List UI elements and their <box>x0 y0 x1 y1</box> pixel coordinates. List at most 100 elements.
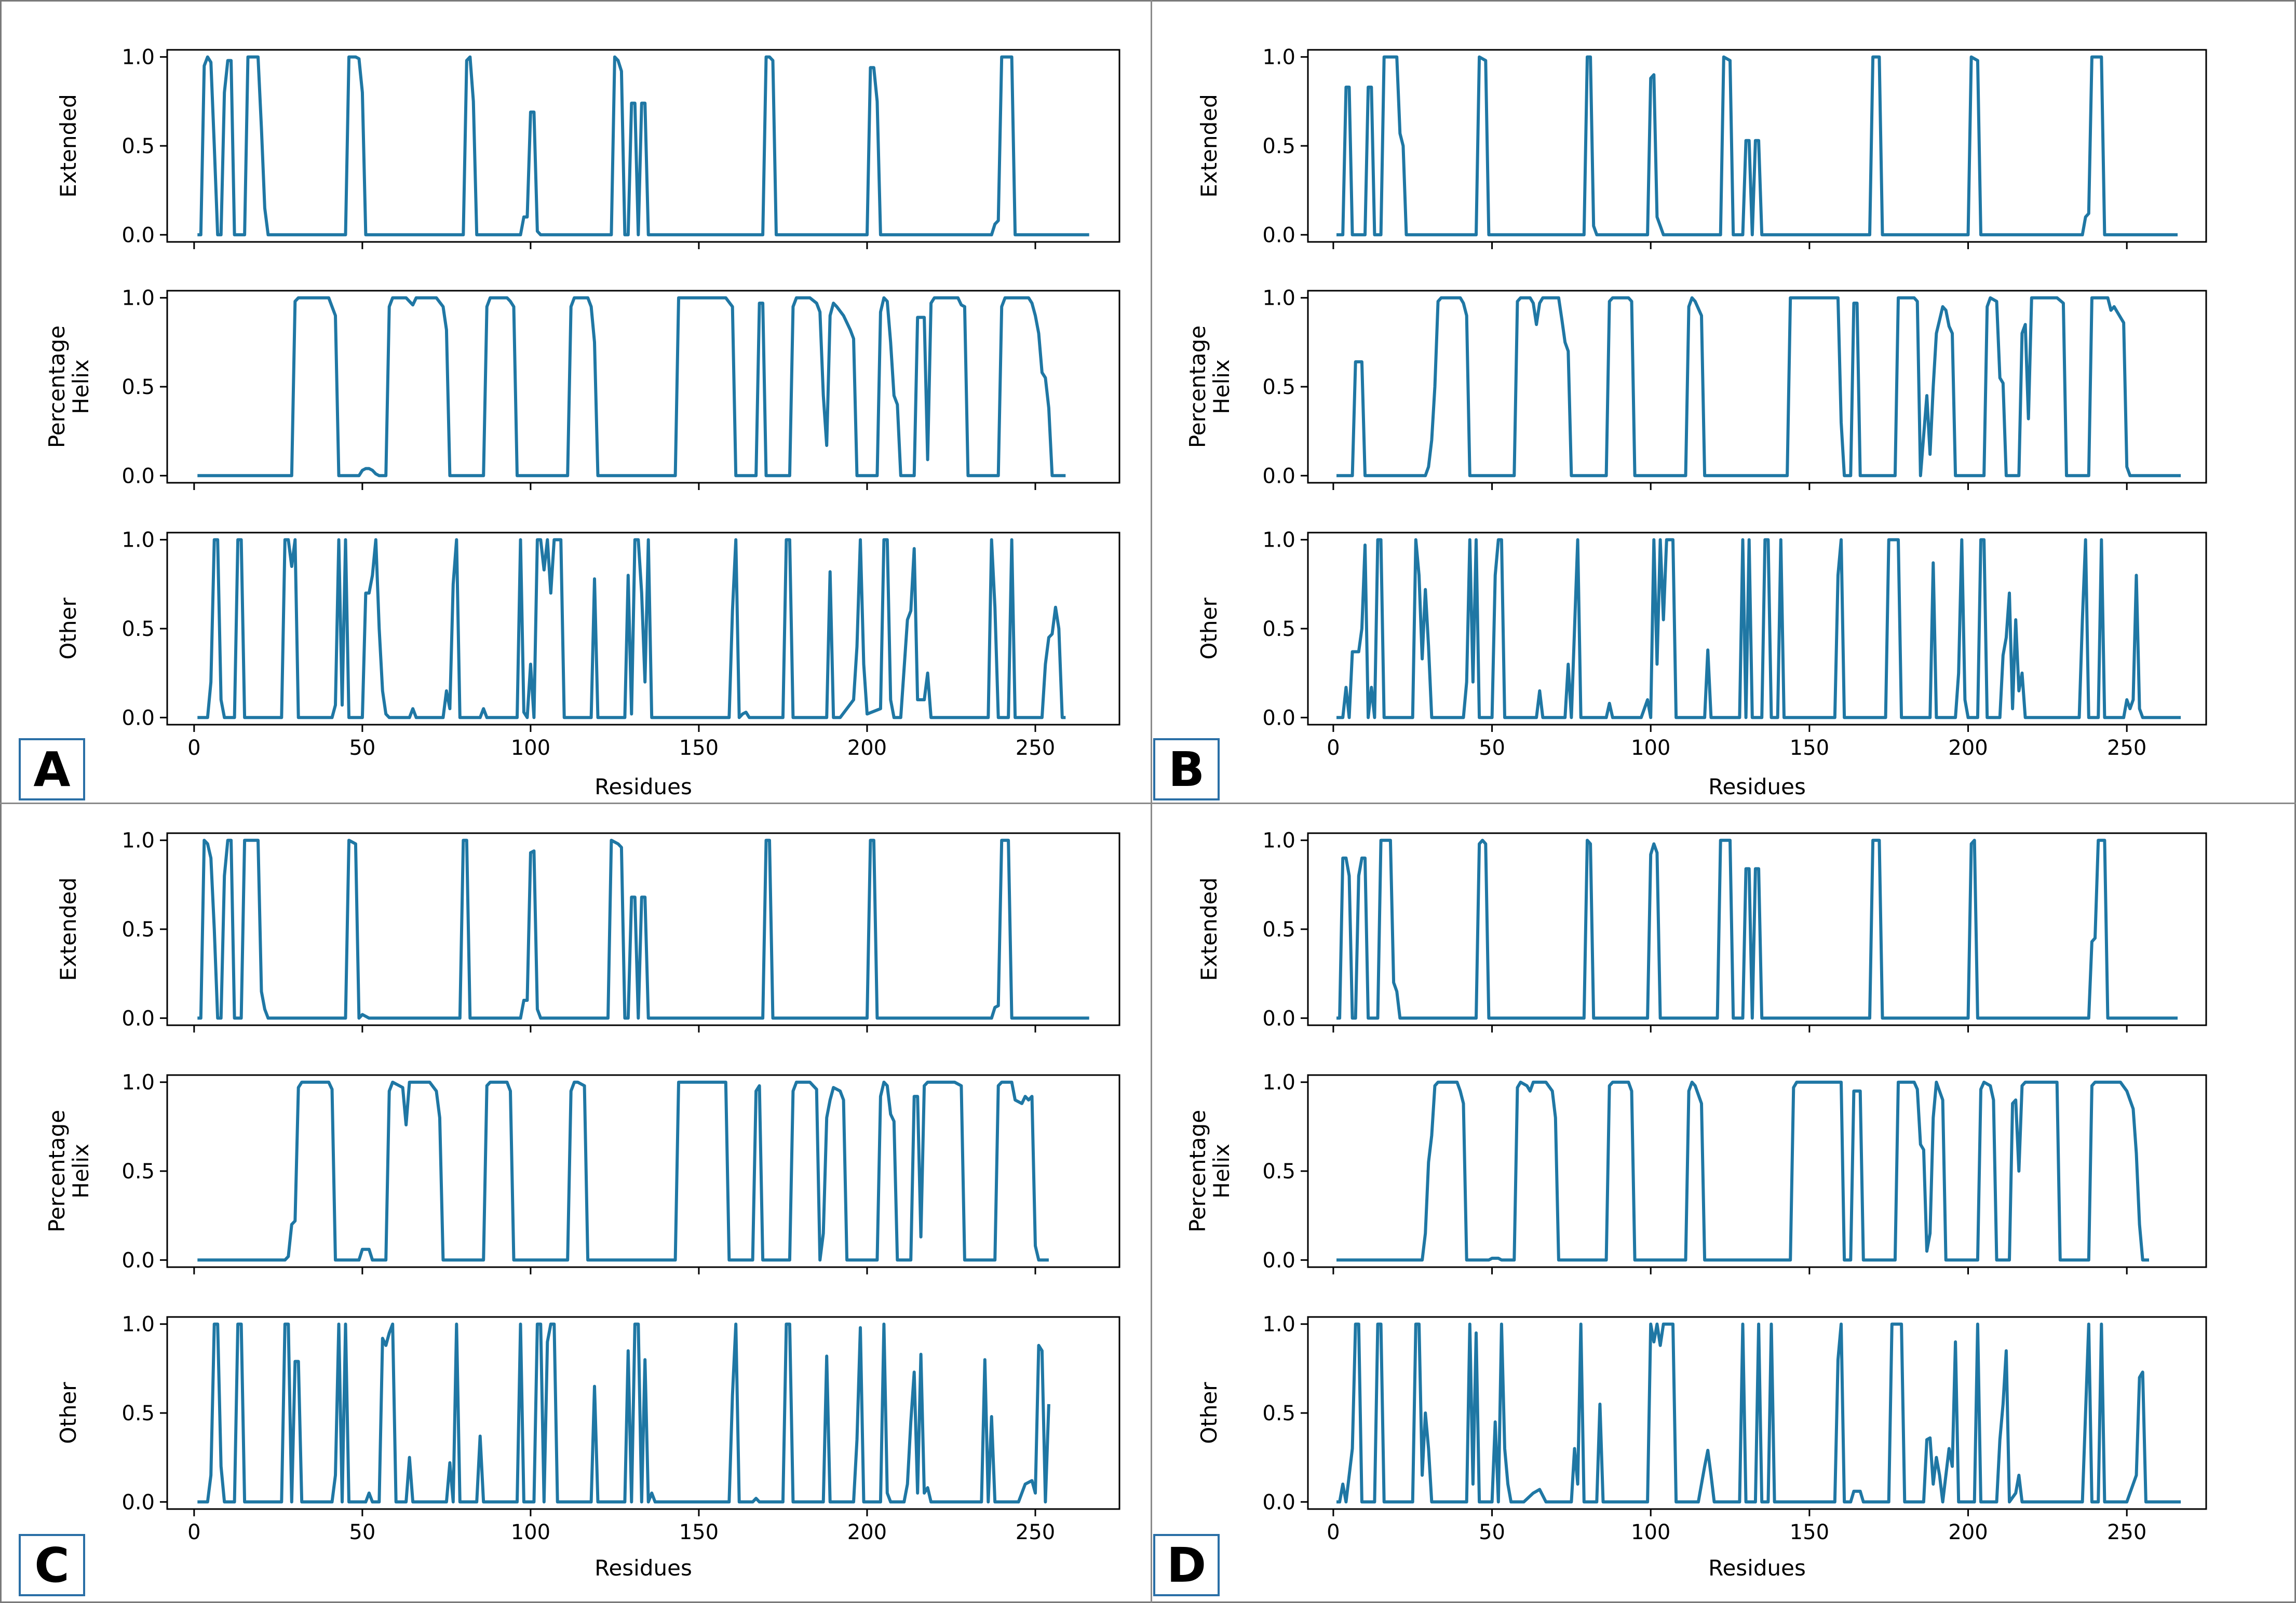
y-tick-label: 0.0 <box>1262 1248 1295 1272</box>
panel-c: 0.0 0.5 1.0 Extended 0.0 0.5 1.0 PercentageHeli… <box>0 804 1151 1603</box>
panel-c-subplot-1: 0.0 0.5 1.0 Extended <box>56 829 1120 1033</box>
y-tick-label: 1.0 <box>121 528 155 552</box>
y-tick-label: 0.0 <box>1262 1007 1295 1030</box>
y-tick-label: 0.5 <box>121 1402 155 1425</box>
x-tick-label: 100 <box>1631 736 1670 760</box>
panel-label-c: C <box>19 1534 85 1596</box>
y-tick-label: 0.0 <box>121 1490 155 1514</box>
x-tick-label: 250 <box>1016 1520 1055 1544</box>
y-tick-label: 1.0 <box>1262 1071 1295 1095</box>
panel-c-subplot-2: 0.0 0.5 1.0 PercentageHelix <box>44 1071 1120 1274</box>
y-tick-label: 1.0 <box>1262 1313 1295 1337</box>
series-line-other <box>197 1322 1050 1504</box>
panel-b-subplot-1: 0.0 0.5 1.0 Extended <box>1196 46 2207 249</box>
panel-c-plot: 0.0 0.5 1.0 Extended 0.0 0.5 1.0 PercentageHeli… <box>44 829 1120 1581</box>
y-axis-title: Extended <box>56 877 81 981</box>
y-tick-label: 0.5 <box>1262 918 1295 942</box>
panel-a-subplot-3: 0.0 0.5 1.0 0 50 100 150 200 250 Other <box>56 528 1120 760</box>
x-axis-title: Residues <box>595 1555 692 1581</box>
series-line-other <box>1336 1322 2181 1504</box>
panel-label-c-text: C <box>34 1537 70 1593</box>
x-tick-label: 200 <box>1948 1520 1988 1544</box>
x-axis-title: Residues <box>1708 1555 1806 1581</box>
x-tick-label: 150 <box>1790 736 1829 760</box>
panel-a-subplot-2: 0.0 0.5 1.0 PercentageHelix <box>44 287 1120 490</box>
axes-frame <box>1307 832 2207 1026</box>
axes-frame <box>166 1074 1120 1268</box>
series-line-extended <box>197 838 1089 1020</box>
y-axis-title: Extended <box>1196 877 1222 981</box>
series-line-percentage-helix <box>1336 296 2181 478</box>
panel-label-a: A <box>19 738 85 800</box>
y-tick-label: 0.5 <box>121 918 155 942</box>
panel-b-subplot-3: 0.0 0.5 1.0 0 50 100 150 200 250 Other <box>1196 528 2207 760</box>
y-axis-title: PercentageHelix <box>1185 1110 1234 1232</box>
panel-b-plot: 0.0 0.5 1.0 Extended 0.0 0.5 1.0 PercentageHeli… <box>1185 46 2207 799</box>
y-tick-label: 0.0 <box>121 464 155 488</box>
x-tick-label: 0 <box>187 1520 200 1544</box>
panel-d: 0.0 0.5 1.0 Extended 0.0 0.5 1.0 PercentageHeli… <box>1152 804 2296 1603</box>
y-tick-label: 1.0 <box>121 287 155 310</box>
series-line-percentage-helix <box>1336 1080 2149 1262</box>
x-tick-label: 200 <box>1948 736 1988 760</box>
series-line-other <box>1336 538 2181 719</box>
axes-frame <box>1307 532 2207 726</box>
axes-frame <box>1307 290 2207 484</box>
panel-label-a-text: A <box>33 741 71 797</box>
series-line-other <box>197 538 1066 719</box>
panel-b: 0.0 0.5 1.0 Extended 0.0 0.5 1.0 PercentageHeli… <box>1152 0 2296 803</box>
y-tick-label: 0.5 <box>1262 1160 1295 1184</box>
series-line-extended <box>197 55 1089 237</box>
panel-d-plot: 0.0 0.5 1.0 Extended 0.0 0.5 1.0 PercentageHeli… <box>1185 829 2207 1581</box>
y-tick-label: 0.5 <box>1262 617 1295 641</box>
x-tick-label: 250 <box>2107 1520 2146 1544</box>
panel-label-d-text: D <box>1166 1537 1207 1593</box>
series-line-percentage-helix <box>197 1080 1049 1262</box>
x-tick-label: 250 <box>2107 736 2146 760</box>
x-tick-label: 50 <box>1479 736 1505 760</box>
series-line-extended <box>1336 838 2178 1020</box>
axes-frame <box>1307 49 2207 243</box>
panel-b-subplot-2: 0.0 0.5 1.0 PercentageHelix <box>1185 287 2207 490</box>
x-axis-title: Residues <box>595 774 692 799</box>
x-tick-label: 100 <box>511 1520 550 1544</box>
x-tick-label: 150 <box>679 736 719 760</box>
y-tick-label: 0.5 <box>1262 134 1295 158</box>
panel-label-d: D <box>1153 1534 1220 1596</box>
y-axis-title: Other <box>1196 1382 1222 1444</box>
y-tick-label: 0.0 <box>1262 223 1295 247</box>
axes-frame <box>166 49 1120 243</box>
panel-label-b-text: B <box>1168 741 1205 797</box>
y-tick-label: 0.0 <box>121 1248 155 1272</box>
x-tick-label: 100 <box>1631 1520 1670 1544</box>
y-tick-label: 1.0 <box>121 1071 155 1095</box>
x-tick-label: 50 <box>349 736 375 760</box>
y-tick-label: 0.0 <box>121 1007 155 1030</box>
y-axis-title: Other <box>1196 597 1222 660</box>
panel-d-subplot-1: 0.0 0.5 1.0 Extended <box>1196 829 2207 1033</box>
x-tick-label: 50 <box>349 1520 375 1544</box>
y-tick-label: 0.5 <box>121 617 155 641</box>
horizontal-divider <box>0 803 2296 804</box>
panel-a-plot: 0.0 0.5 1.0 Extended 0.0 0.5 1.0 PercentageHeli… <box>44 46 1120 799</box>
x-tick-label: 250 <box>1016 736 1055 760</box>
y-tick-label: 0.0 <box>121 706 155 730</box>
x-tick-label: 50 <box>1479 1520 1505 1544</box>
y-axis-title: PercentageHelix <box>44 325 93 448</box>
y-axis-title: PercentageHelix <box>1185 325 1234 448</box>
y-tick-label: 0.5 <box>1262 1402 1295 1425</box>
y-tick-label: 0.5 <box>121 375 155 399</box>
y-tick-label: 0.5 <box>1262 375 1295 399</box>
y-tick-label: 1.0 <box>121 46 155 70</box>
series-line-percentage-helix <box>197 296 1066 478</box>
y-tick-label: 1.0 <box>1262 829 1295 853</box>
y-axis-title: Other <box>56 597 81 660</box>
y-axis-title: Extended <box>1196 94 1222 197</box>
x-axis-title: Residues <box>1708 774 1806 799</box>
y-tick-label: 1.0 <box>121 829 155 853</box>
y-tick-label: 0.0 <box>121 223 155 247</box>
axes-frame <box>166 832 1120 1026</box>
y-axis-title: Extended <box>56 94 81 197</box>
